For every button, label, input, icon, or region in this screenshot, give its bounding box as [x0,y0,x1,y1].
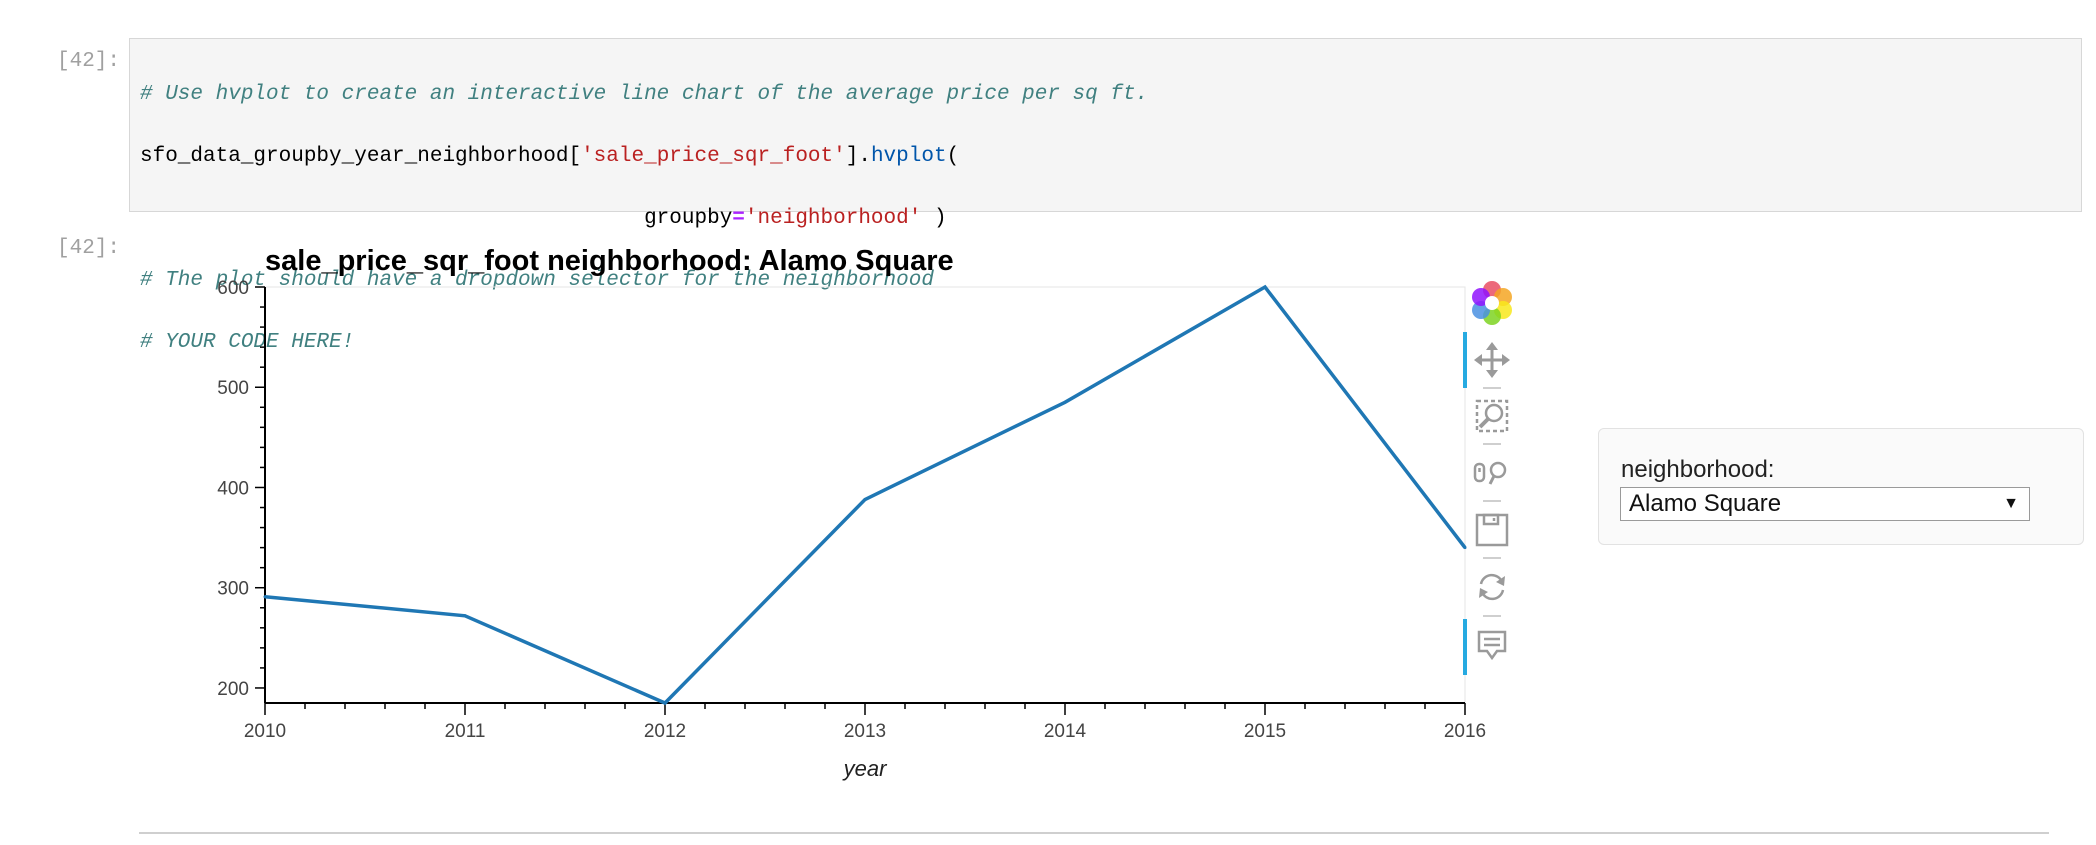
data-point[interactable] [1063,400,1067,404]
active-tool-indicator [1463,619,1467,675]
neighborhood-selected-value: Alamo Square [1629,490,1782,517]
code-line-2: sfo_data_groupby_year_neighborhood['sale… [140,141,2071,172]
x-tick-label: 2015 [1244,721,1286,742]
hover-icon[interactable] [1477,630,1507,661]
x-tick-label: 2010 [244,721,286,742]
bokeh-logo-icon[interactable] [1472,281,1512,325]
code-token: ( [946,145,960,168]
chart-title: sale_price_sqr_foot neighborhood: Alamo … [265,245,954,277]
data-point[interactable] [1263,285,1267,289]
y-tick-label: 600 [217,278,249,299]
neighborhood-label: neighborhood: [1621,456,1775,483]
input-prompt: [42]: [56,50,120,73]
x-tick-label: 2012 [644,721,686,742]
code-line-4: # The plot should have a dropdown select… [140,269,934,292]
output-prompt: [42]: [56,237,120,260]
neighborhood-select[interactable]: Alamo Square ▼ [1620,487,2030,521]
x-axis-label: year [842,756,888,781]
pan-icon[interactable] [1474,342,1510,378]
y-tick-label: 400 [217,478,249,499]
neighborhood-widget: neighborhood: Alamo Square ▼ [1598,428,2084,545]
code-token: 'neighborhood' [744,207,922,230]
code-token: 'sale_price_sqr_foot' [581,145,846,168]
bokeh-toolbar [1463,281,1512,675]
chevron-down-icon: ▼ [2003,495,2019,512]
active-tool-indicator [1463,332,1467,388]
line-chart[interactable]: sale_price_sqr_foot neighborhood: Alamo … [160,230,1540,790]
y-tick-label: 300 [217,579,249,600]
code-line-1: # Use hvplot to create an interactive li… [140,83,1149,106]
plot-area[interactable] [263,284,1467,706]
code-token: sfo_data_groupby_year_neighborhood[ [140,145,582,168]
reset-icon[interactable] [1479,573,1505,601]
code-token: ) [921,207,947,230]
code-cell[interactable]: # Use hvplot to create an interactive li… [129,38,2082,354]
y-tick-label: 500 [217,378,249,399]
data-point[interactable] [1463,546,1467,550]
code-line-3: groupby='neighborhood' ) [140,203,2071,234]
cell-divider [139,832,2049,834]
code-line-5: # YOUR CODE HERE! [140,331,355,354]
data-point[interactable] [263,595,267,599]
data-point[interactable] [463,614,467,618]
series-line[interactable] [264,284,1467,706]
wheel-zoom-icon[interactable] [1473,461,1507,485]
data-point[interactable] [863,498,867,502]
code-token: ]. [845,145,871,168]
y-tick-label: 200 [217,679,249,700]
axes: 200 300 400 500 600 2010 2011 2012 2013 2014 2015 2… [217,278,1486,742]
x-tick-label: 2016 [1444,721,1486,742]
data-point[interactable] [663,701,667,705]
x-tick-label: 2011 [445,721,486,742]
box-zoom-icon[interactable] [1475,399,1509,433]
x-tick-label: 2013 [844,721,886,742]
code-token: hvplot [870,145,947,168]
save-icon[interactable] [1475,513,1509,547]
x-tick-label: 2014 [1044,721,1087,742]
plot-frame [264,286,1466,704]
code-token: = [732,207,745,230]
code-token: groupby [140,207,733,230]
